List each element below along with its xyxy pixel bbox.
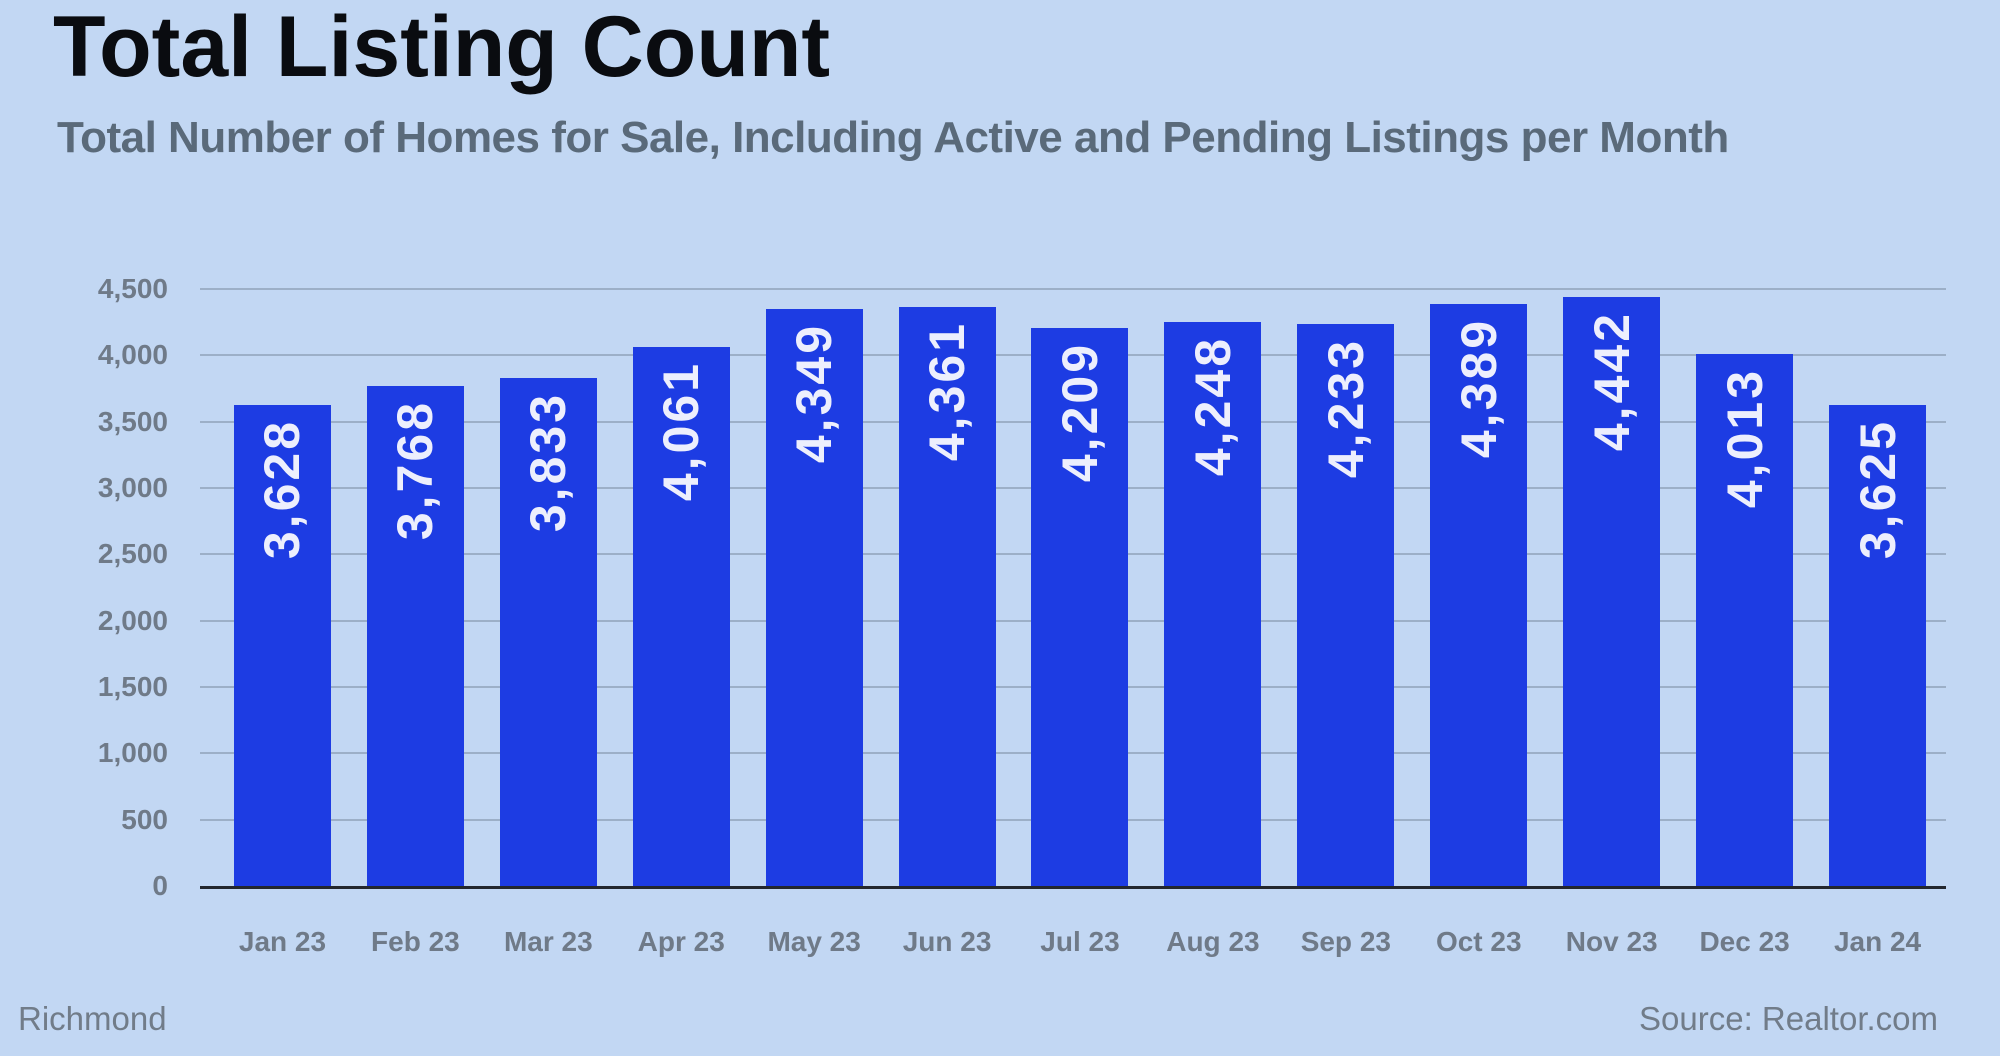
x-axis-tick-label: Mar 23 (503, 926, 593, 957)
y-axis-tick-label: 3,500 (97, 405, 168, 437)
x-axis-tick-label: Jun 23 (902, 926, 992, 957)
bar-jan-24: 3,625 (1829, 405, 1927, 886)
x-axis-tick-label: Jan 23 (238, 926, 327, 957)
y-axis-tick-label: 4,500 (97, 273, 168, 304)
bar-value-label: 4,361 (919, 321, 976, 462)
bar-slot-may-23: 4,349 May 23 (748, 289, 881, 957)
bar-oct-23: 4,389 (1430, 303, 1528, 886)
bar-jun-23: 4,361 (898, 307, 996, 886)
y-axis-tick-label: 2,500 (97, 538, 168, 570)
bar-value-label: 4,209 (1051, 341, 1108, 482)
x-axis-tick-label: Sep 23 (1300, 926, 1391, 957)
bar-slot-jun-23: 4,361 Jun 23 (881, 289, 1014, 957)
bar-sep-23: 4,233 (1297, 324, 1395, 886)
bar-value-label: 4,013 (1716, 367, 1773, 508)
bar-value-label: 3,628 (254, 418, 311, 559)
bar-value-label: 3,625 (1849, 419, 1906, 560)
chart-subtitle: Total Number of Homes for Sale, Includin… (57, 113, 1729, 162)
y-axis-tick-label: 2,000 (97, 604, 168, 636)
y-axis-tick-label: 1,500 (97, 671, 168, 702)
x-axis-tick-label: Jul 23 (1040, 926, 1120, 957)
bar-may-23: 4,349 (765, 309, 863, 886)
y-axis-tick-label: 3,000 (97, 472, 168, 503)
x-axis-tick-label: Apr 23 (637, 926, 725, 957)
plot-area: 3,628 Jan 23 3,768 Feb 23 3,833 Mar 23 4,061 Ap… (98, 275, 1946, 957)
bar-slot-jan-23: 3,628 Jan 23 (216, 289, 349, 957)
bars-container: 3,628 Jan 23 3,768 Feb 23 3,833 Mar 23 4,061 Ap… (216, 289, 1944, 957)
bar-value-label: 3,768 (387, 400, 444, 541)
bar-slot-oct-23: 4,389 Oct 23 (1412, 289, 1545, 957)
x-axis-tick-label: Jan 24 (1833, 926, 1922, 957)
chart-title: Total Listing Count (53, 0, 831, 95)
bar-feb-23: 3,768 (366, 386, 464, 886)
x-axis-tick-label: Nov 23 (1565, 926, 1658, 957)
bar-slot-jul-23: 4,209 Jul 23 (1014, 289, 1147, 957)
bar-value-label: 4,061 (653, 361, 710, 502)
bar-nov-23: 4,442 (1563, 296, 1661, 886)
y-axis-tick-label: 4,000 (97, 339, 168, 371)
bar-apr-23: 4,061 (632, 347, 730, 886)
bar-aug-23: 4,248 (1164, 322, 1262, 886)
bar-slot-nov-23: 4,442 Nov 23 (1545, 289, 1678, 957)
bar-slot-sep-23: 4,233 Sep 23 (1279, 289, 1412, 957)
y-axis-tick-label: 0 (152, 870, 168, 901)
x-axis-tick-label: Feb 23 (371, 926, 460, 957)
x-axis-tick-label: May 23 (767, 926, 861, 957)
bar-mar-23: 3,833 (499, 377, 597, 886)
x-axis-tick-label: Dec 23 (1699, 926, 1790, 957)
bar-slot-apr-23: 4,061 Apr 23 (615, 289, 748, 957)
bar-jan-23: 3,628 (233, 404, 331, 886)
bar-jul-23: 4,209 (1031, 327, 1129, 886)
y-axis-tick-label: 1,000 (97, 737, 168, 769)
bar-value-label: 4,442 (1583, 310, 1640, 451)
bar-value-label: 4,248 (1184, 336, 1241, 477)
bar-slot-aug-23: 4,248 Aug 23 (1146, 289, 1279, 957)
x-axis-tick-label: Oct 23 (1435, 926, 1522, 957)
bar-slot-dec-23: 4,013 Dec 23 (1678, 289, 1811, 957)
footer-region-label: Richmond (18, 1000, 167, 1037)
bar-slot-mar-23: 3,833 Mar 23 (482, 289, 615, 957)
footer-source-label: Source: Realtor.com (1639, 1000, 1938, 1037)
bar-value-label: 4,389 (1450, 317, 1507, 458)
y-axis-tick-label: 500 (121, 803, 168, 835)
bar-dec-23: 4,013 (1696, 353, 1794, 886)
bar-value-label: 4,349 (786, 323, 843, 464)
bar-value-label: 4,233 (1317, 338, 1374, 479)
bar-value-label: 3,833 (520, 391, 577, 532)
bar-slot-jan-24: 3,625 Jan 24 (1811, 289, 1944, 957)
bar-slot-feb-23: 3,768 Feb 23 (349, 289, 482, 957)
x-axis-tick-label: Aug 23 (1166, 926, 1260, 957)
